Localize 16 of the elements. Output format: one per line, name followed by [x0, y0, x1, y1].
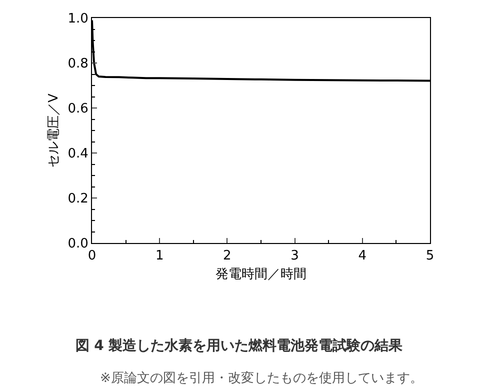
y-axis-title: セル電圧／V: [46, 93, 62, 168]
x-tick-label: 2: [223, 248, 232, 264]
text: 図 4 製造した水素を用いた燃料電池発電試験の結果: [75, 337, 404, 354]
x-tick-label: 4: [358, 248, 367, 264]
y-tick-label: 0.2: [68, 192, 88, 207]
x-axis-title: 発電時間／時間: [216, 267, 306, 282]
y-tick-label: 0.8: [68, 56, 88, 72]
y-tick-label: 0.6: [68, 102, 88, 117]
y-tick-label: 0.0: [68, 236, 88, 252]
x-tick-label: 3: [290, 248, 299, 264]
y-tick-label: 1.0: [68, 12, 88, 27]
text: ※原論文の図を引用・改変したものを使用しています。: [100, 370, 423, 386]
x-tick-label: 0: [88, 248, 96, 264]
x-tick-label: 5: [426, 248, 434, 264]
y-tick-label: 0.4: [68, 146, 88, 162]
x-tick-label: 1: [155, 248, 164, 264]
